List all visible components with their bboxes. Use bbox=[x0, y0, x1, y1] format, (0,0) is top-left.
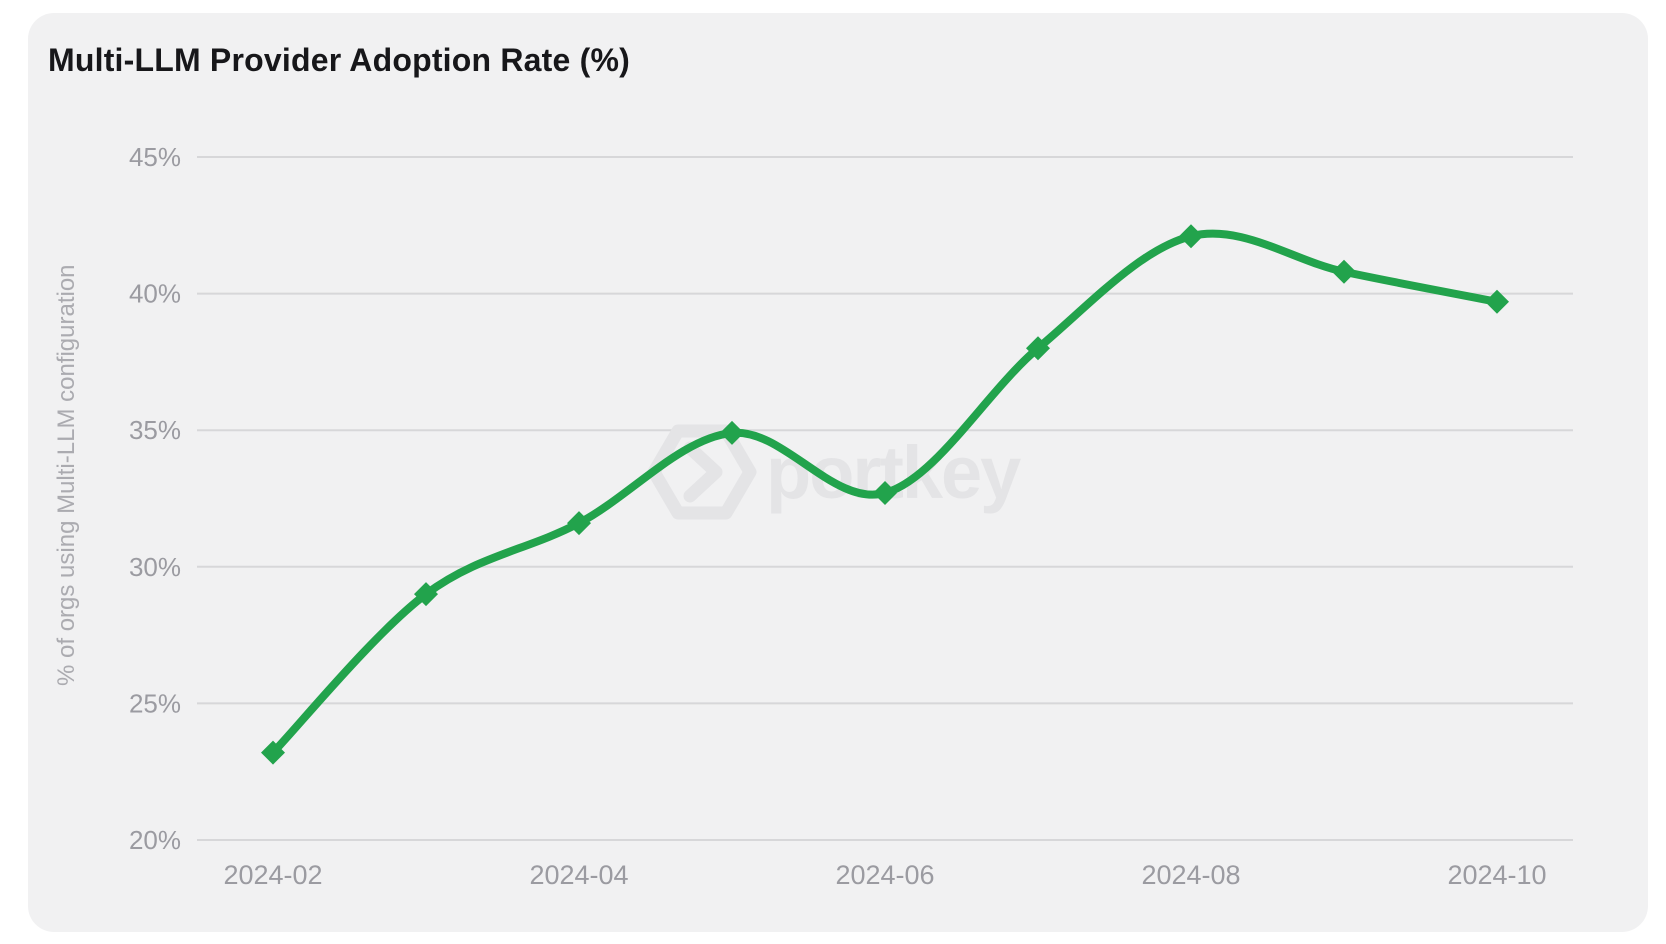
data-point-marker bbox=[873, 481, 897, 506]
x-tick-label: 2024-06 bbox=[835, 860, 934, 890]
data-point-marker bbox=[414, 582, 438, 607]
y-tick-label: 35% bbox=[129, 415, 181, 445]
portkey-chevron-icon bbox=[683, 441, 723, 503]
x-tick-label: 2024-02 bbox=[223, 860, 322, 890]
chart-card bbox=[28, 13, 1648, 932]
watermark-text: portkey bbox=[766, 431, 1021, 514]
data-point-marker bbox=[567, 511, 591, 536]
data-point-marker bbox=[720, 420, 744, 445]
y-tick-label: 30% bbox=[129, 552, 181, 582]
data-point-marker bbox=[1332, 259, 1356, 284]
chart-title: Multi-LLM Provider Adoption Rate (%) bbox=[48, 42, 630, 78]
data-point-marker bbox=[1179, 224, 1203, 249]
y-tick-label: 40% bbox=[129, 279, 181, 309]
y-tick-label: 20% bbox=[129, 825, 181, 855]
y-tick-label: 45% bbox=[129, 142, 181, 172]
data-point-marker bbox=[1485, 289, 1509, 314]
data-point-marker bbox=[261, 740, 285, 765]
y-tick-label: 25% bbox=[129, 688, 181, 718]
x-tick-label: 2024-10 bbox=[1447, 860, 1546, 890]
data-point-marker bbox=[1026, 336, 1050, 361]
x-tick-label: 2024-08 bbox=[1141, 860, 1240, 890]
x-tick-label: 2024-04 bbox=[529, 860, 628, 890]
watermark: portkey bbox=[647, 424, 1023, 520]
